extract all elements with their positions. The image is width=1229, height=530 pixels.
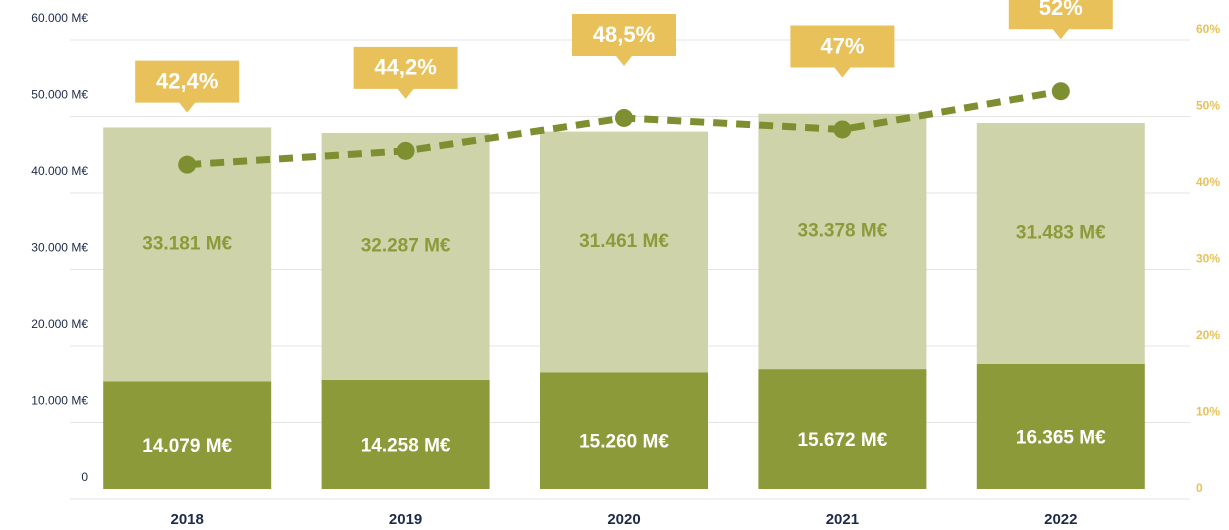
bar-value-label: 16.365 M€ xyxy=(1016,427,1106,448)
line-point xyxy=(178,155,197,174)
line-point xyxy=(396,141,415,160)
bar-value-label: 33.378 M€ xyxy=(798,220,888,241)
bar-segment xyxy=(976,363,1145,489)
y-tick-label: 40.000 M€ xyxy=(31,164,88,178)
bar-value-label: 15.672 M€ xyxy=(798,430,888,451)
callout xyxy=(135,60,240,113)
x-tick-label: 2018 xyxy=(171,511,204,528)
x-tick-label: 2020 xyxy=(607,511,640,528)
line-point xyxy=(833,120,852,139)
callout xyxy=(1008,0,1113,40)
line-point xyxy=(1051,82,1070,101)
bar-segment xyxy=(758,113,927,370)
y2-tick-label: 40% xyxy=(1196,175,1220,189)
bar-value-label: 31.483 M€ xyxy=(1016,222,1106,243)
y2-tick-label: 0 xyxy=(1196,481,1203,495)
bar-segment xyxy=(540,131,708,373)
bar-segment xyxy=(321,132,490,380)
callout xyxy=(353,46,458,99)
callout xyxy=(790,25,895,78)
y2-tick-label: 60% xyxy=(1196,22,1220,36)
bar-segment xyxy=(758,369,927,489)
callout xyxy=(572,13,676,66)
y2-tick-label: 10% xyxy=(1196,405,1220,419)
bar-segment xyxy=(976,122,1145,364)
x-tick-label: 2019 xyxy=(389,511,422,528)
y2-tick-label: 20% xyxy=(1196,328,1220,342)
bar-segment xyxy=(103,381,272,489)
callout-label: 52% xyxy=(1039,0,1083,20)
y2-tick-label: 50% xyxy=(1196,99,1220,113)
bar-value-label: 14.079 M€ xyxy=(142,436,232,457)
x-tick-label: 2022 xyxy=(1044,511,1077,528)
bar-value-label: 32.287 M€ xyxy=(361,235,451,256)
x-tick-label: 2021 xyxy=(826,511,859,528)
callout-label: 44,2% xyxy=(374,55,436,80)
y2-tick-label: 30% xyxy=(1196,252,1220,266)
bar-segment xyxy=(321,379,490,489)
bar-segment xyxy=(540,372,708,489)
y-tick-label: 20.000 M€ xyxy=(31,317,88,331)
bar-value-label: 33.181 M€ xyxy=(142,233,232,254)
y-tick-label: 60.000 M€ xyxy=(31,11,88,25)
callout-label: 47% xyxy=(820,33,864,58)
bar-value-label: 14.258 M€ xyxy=(361,435,451,456)
y-tick-label: 10.000 M€ xyxy=(31,394,88,408)
y-tick-label: 0 xyxy=(81,470,88,484)
bar-value-label: 15.260 M€ xyxy=(579,432,669,453)
y-tick-label: 30.000 M€ xyxy=(31,241,88,255)
bar-value-label: 31.461 M€ xyxy=(579,231,669,252)
y-tick-label: 50.000 M€ xyxy=(31,88,88,102)
callout-label: 42,4% xyxy=(156,68,218,93)
callout-label: 48,5% xyxy=(593,22,655,47)
line-point xyxy=(615,108,633,127)
